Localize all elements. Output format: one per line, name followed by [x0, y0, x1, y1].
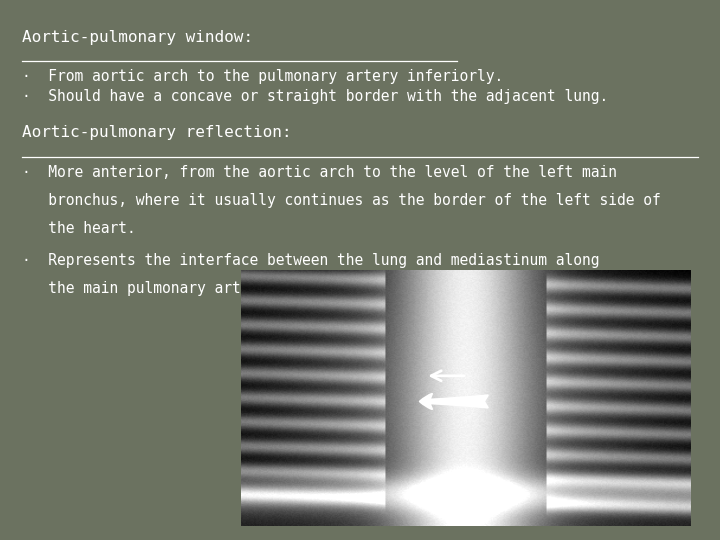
Text: the heart.: the heart. [22, 221, 135, 236]
Text: Aortic-pulmonary reflection:: Aortic-pulmonary reflection: [22, 125, 291, 140]
Text: bronchus, where it usually continues as the border of the left side of: bronchus, where it usually continues as … [22, 193, 660, 208]
Text: Aortic-pulmonary window:: Aortic-pulmonary window: [22, 30, 253, 45]
Text: ·  From aortic arch to the pulmonary artery inferiorly.: · From aortic arch to the pulmonary arte… [22, 69, 503, 84]
Text: the main pulmonary artery: the main pulmonary artery [22, 281, 266, 296]
Text: ·  Should have a concave or straight border with the adjacent lung.: · Should have a concave or straight bord… [22, 89, 608, 104]
Text: ·  Represents the interface between the lung and mediastinum along: · Represents the interface between the l… [22, 253, 599, 268]
Text: ·  More anterior, from the aortic arch to the level of the left main: · More anterior, from the aortic arch to… [22, 165, 616, 180]
